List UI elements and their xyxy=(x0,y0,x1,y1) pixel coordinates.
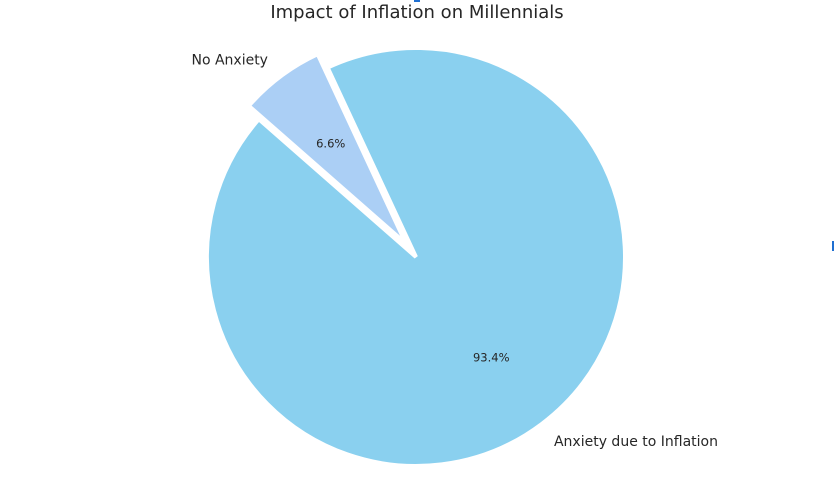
slice-category-label: No Anxiety xyxy=(191,53,268,69)
slice-no-anxiety xyxy=(245,51,408,246)
slice-percentage-label: 93.4% xyxy=(473,350,510,364)
edge-marker xyxy=(832,241,834,251)
chart-title: Impact of Inflation on Millennials xyxy=(270,2,564,23)
top-marker xyxy=(414,0,420,2)
slice-anxiety-inflation xyxy=(205,46,627,468)
slice-category-label: Anxiety due to Inflation xyxy=(554,434,718,450)
slice-percentage-label: 6.6% xyxy=(316,136,345,150)
